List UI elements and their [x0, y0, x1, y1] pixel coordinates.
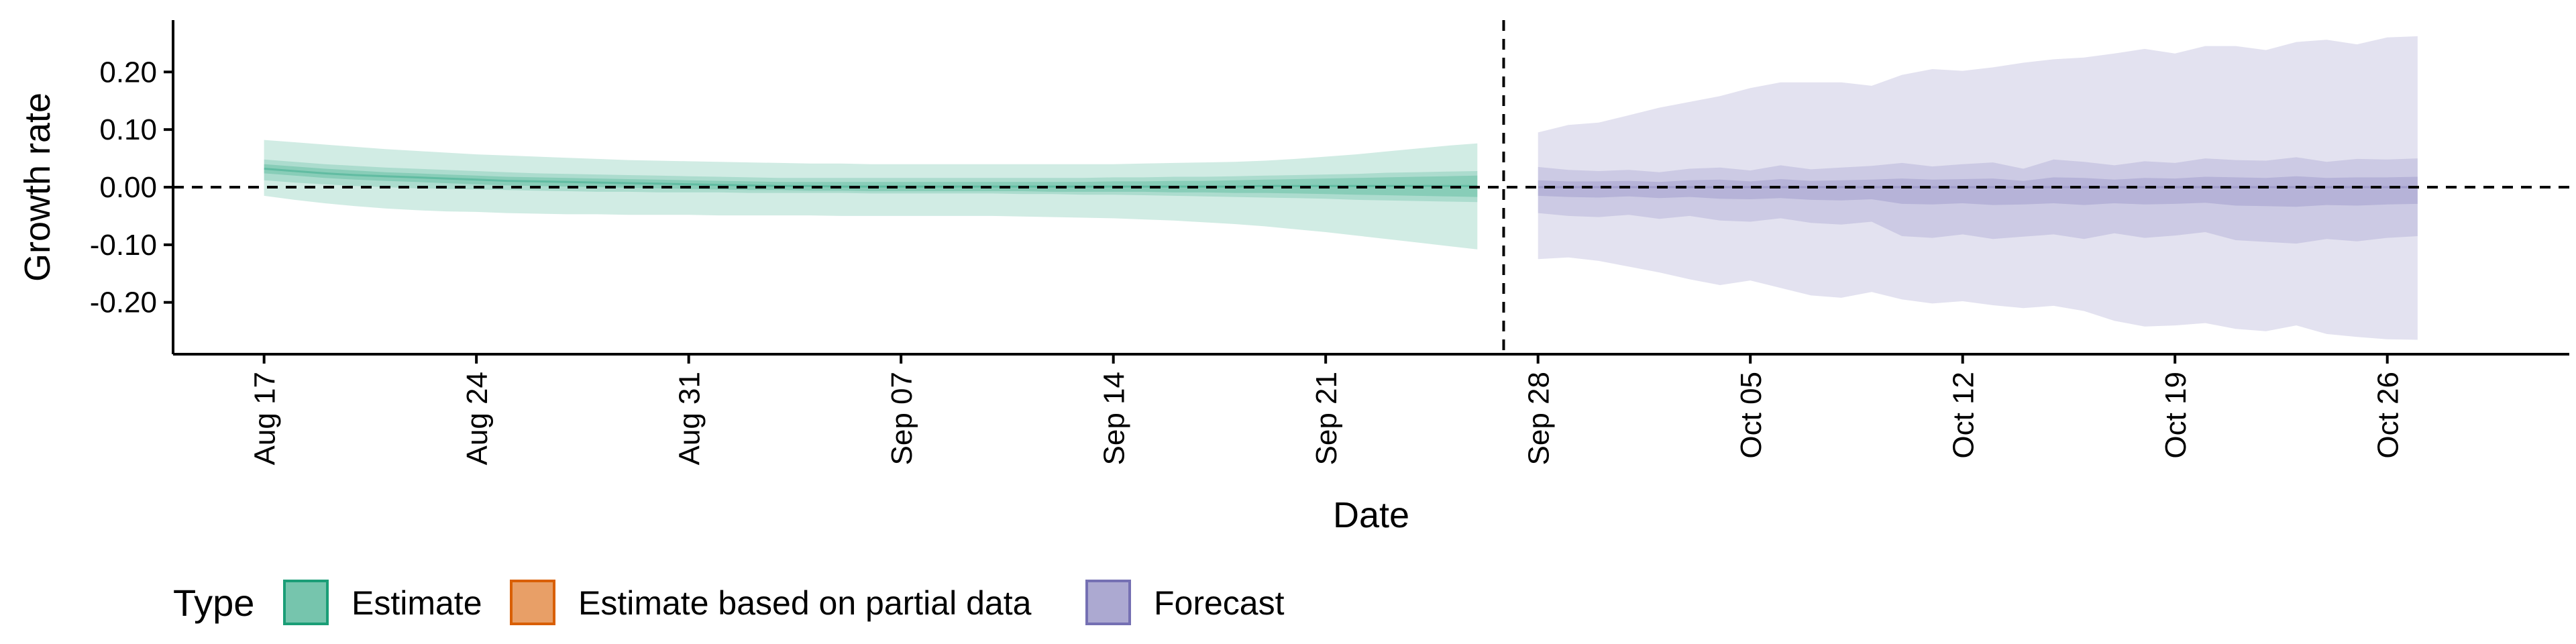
y-ticks: 0.20 0.10 0.00 -0.10 -0.20 [90, 56, 173, 319]
x-tick-label: Sep 21 [1310, 372, 1343, 465]
x-tick-label: Oct 05 [1735, 372, 1768, 459]
y-tick-label: 0.20 [99, 56, 157, 89]
x-tick-label: Oct 26 [2372, 372, 2405, 459]
estimate-ci50-band [264, 159, 1478, 203]
x-tick-label: Aug 17 [249, 372, 282, 465]
legend-label-forecast: Forecast [1154, 584, 1285, 622]
estimate-ci90-band [264, 140, 1478, 250]
y-axis-title: Growth rate [17, 93, 58, 282]
reference-lines [173, 20, 2569, 354]
legend-key-estimate [283, 580, 329, 625]
x-tick-label: Oct 12 [1947, 372, 1980, 459]
estimate-ci20-band [264, 164, 1478, 197]
x-ticks: Aug 17 Aug 24 Aug 31 Sep 07 Sep 14 Sep 21 Sep … [249, 354, 2405, 465]
legend-title: Type [173, 582, 254, 624]
legend-label-estimate: Estimate [352, 584, 482, 622]
x-tick-label: Sep 14 [1098, 372, 1131, 465]
legend-key-forecast [1085, 580, 1131, 625]
x-axis-title: Date [1333, 495, 1409, 535]
forecast-ci50-band [1538, 157, 2418, 244]
x-tick-label: Sep 28 [1523, 372, 1556, 465]
y-tick-label: 0.10 [99, 113, 157, 146]
legend: Type Estimate Estimate based on partial d… [173, 580, 1285, 625]
x-tick-label: Aug 31 [674, 372, 706, 465]
x-tick-label: Sep 07 [885, 372, 918, 465]
x-tick-label: Oct 19 [2159, 372, 2192, 459]
x-tick-label: Aug 24 [461, 372, 494, 465]
y-tick-label: -0.10 [90, 229, 157, 262]
forecast-ci20-band [1538, 176, 2418, 207]
legend-label-partial: Estimate based on partial data [578, 584, 1032, 622]
y-tick-label: -0.20 [90, 286, 157, 319]
y-tick-label: 0.00 [99, 171, 157, 204]
legend-key-partial [510, 580, 555, 625]
